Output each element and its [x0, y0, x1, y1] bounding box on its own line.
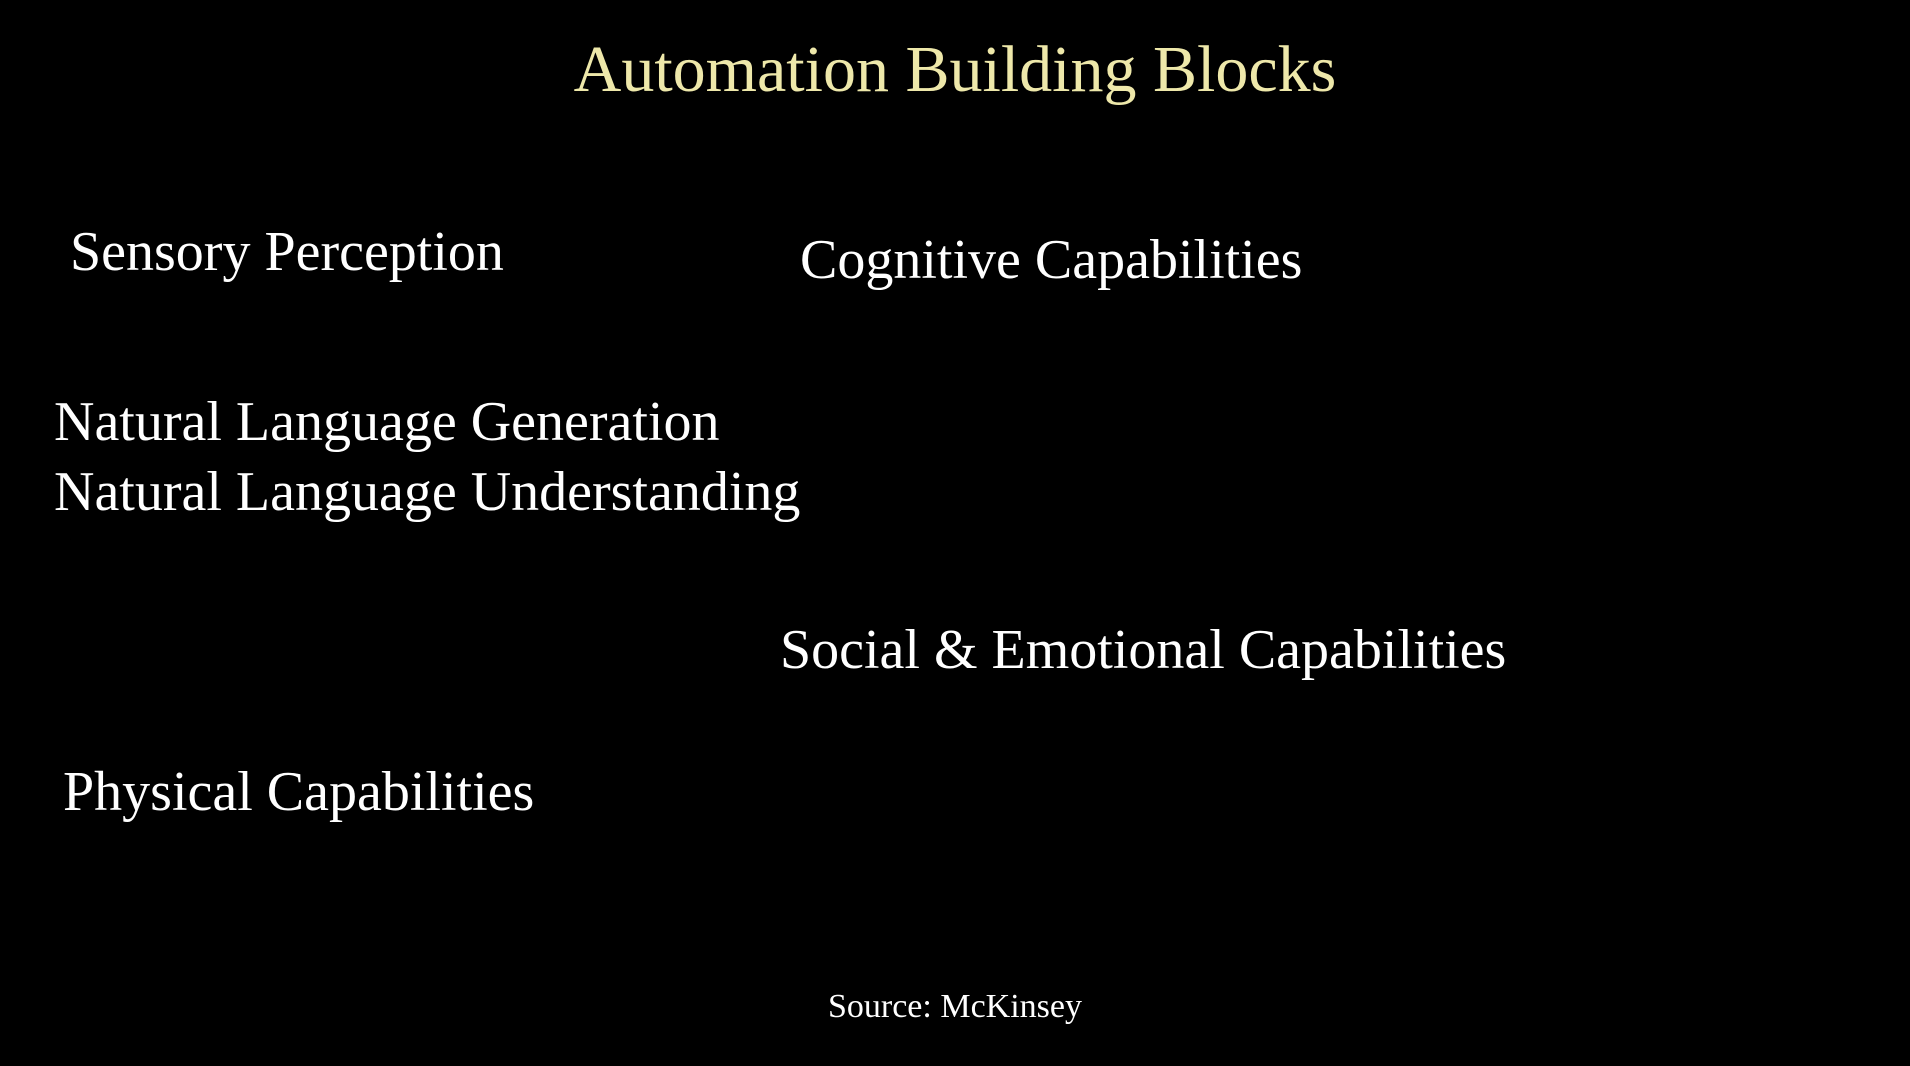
item-natural-language-generation: Natural Language Generation	[54, 390, 719, 454]
item-natural-language-understanding: Natural Language Understanding	[54, 460, 800, 524]
item-social-emotional-capabilities: Social & Emotional Capabilities	[780, 618, 1506, 682]
item-cognitive-capabilities: Cognitive Capabilities	[800, 228, 1302, 292]
item-sensory-perception: Sensory Perception	[70, 220, 504, 284]
item-physical-capabilities: Physical Capabilities	[63, 760, 534, 824]
slide-title: Automation Building Blocks	[0, 32, 1910, 108]
source-attribution: Source: McKinsey	[0, 988, 1910, 1026]
slide-container: Automation Building Blocks Sensory Perce…	[0, 0, 1910, 1066]
